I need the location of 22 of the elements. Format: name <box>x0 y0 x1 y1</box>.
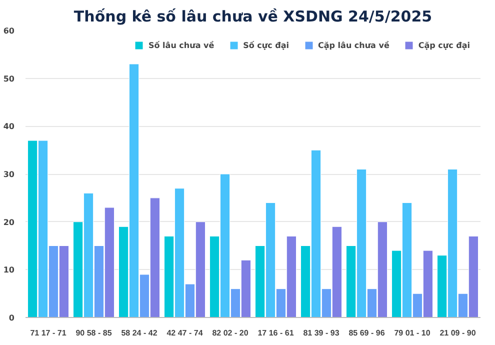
y-tick-label: 20 <box>3 218 15 227</box>
x-tick-label: 85 69 - 96 <box>348 328 386 338</box>
x-tick-label: 17 16 - 61 <box>258 328 294 338</box>
x-tick-label: 58 24 - 42 <box>121 328 158 338</box>
x-tick-label: 42 47 - 74 <box>166 328 204 338</box>
y-tick-label: 10 <box>3 266 15 275</box>
y-tick-label: 30 <box>3 170 15 179</box>
x-tick-label: 79 01 - 10 <box>394 328 431 338</box>
x-tick-label: 81 39 - 93 <box>303 328 340 338</box>
x-tick-label: 71 17 - 71 <box>30 328 67 338</box>
x-tick-label: 21 09 - 90 <box>440 328 476 338</box>
y-tick-label: 40 <box>3 122 15 132</box>
legend-label: Số cực đại <box>243 40 290 50</box>
chart-title: Thống kê số lâu chưa về XSDNG 24/5/2025 <box>74 8 432 26</box>
legend-label: Cặp cực đại <box>418 40 470 50</box>
legend-label: Cặp lâu chưa về <box>318 40 390 50</box>
y-tick-label: 50 <box>3 74 15 84</box>
legend-label: Số lâu chưa về <box>148 40 214 50</box>
y-tick-label: 60 <box>3 26 15 36</box>
x-tick-label: 90 58 - 85 <box>76 328 112 338</box>
y-tick-label: 0 <box>8 314 15 322</box>
x-tick-label: 82 02 - 20 <box>212 328 249 338</box>
